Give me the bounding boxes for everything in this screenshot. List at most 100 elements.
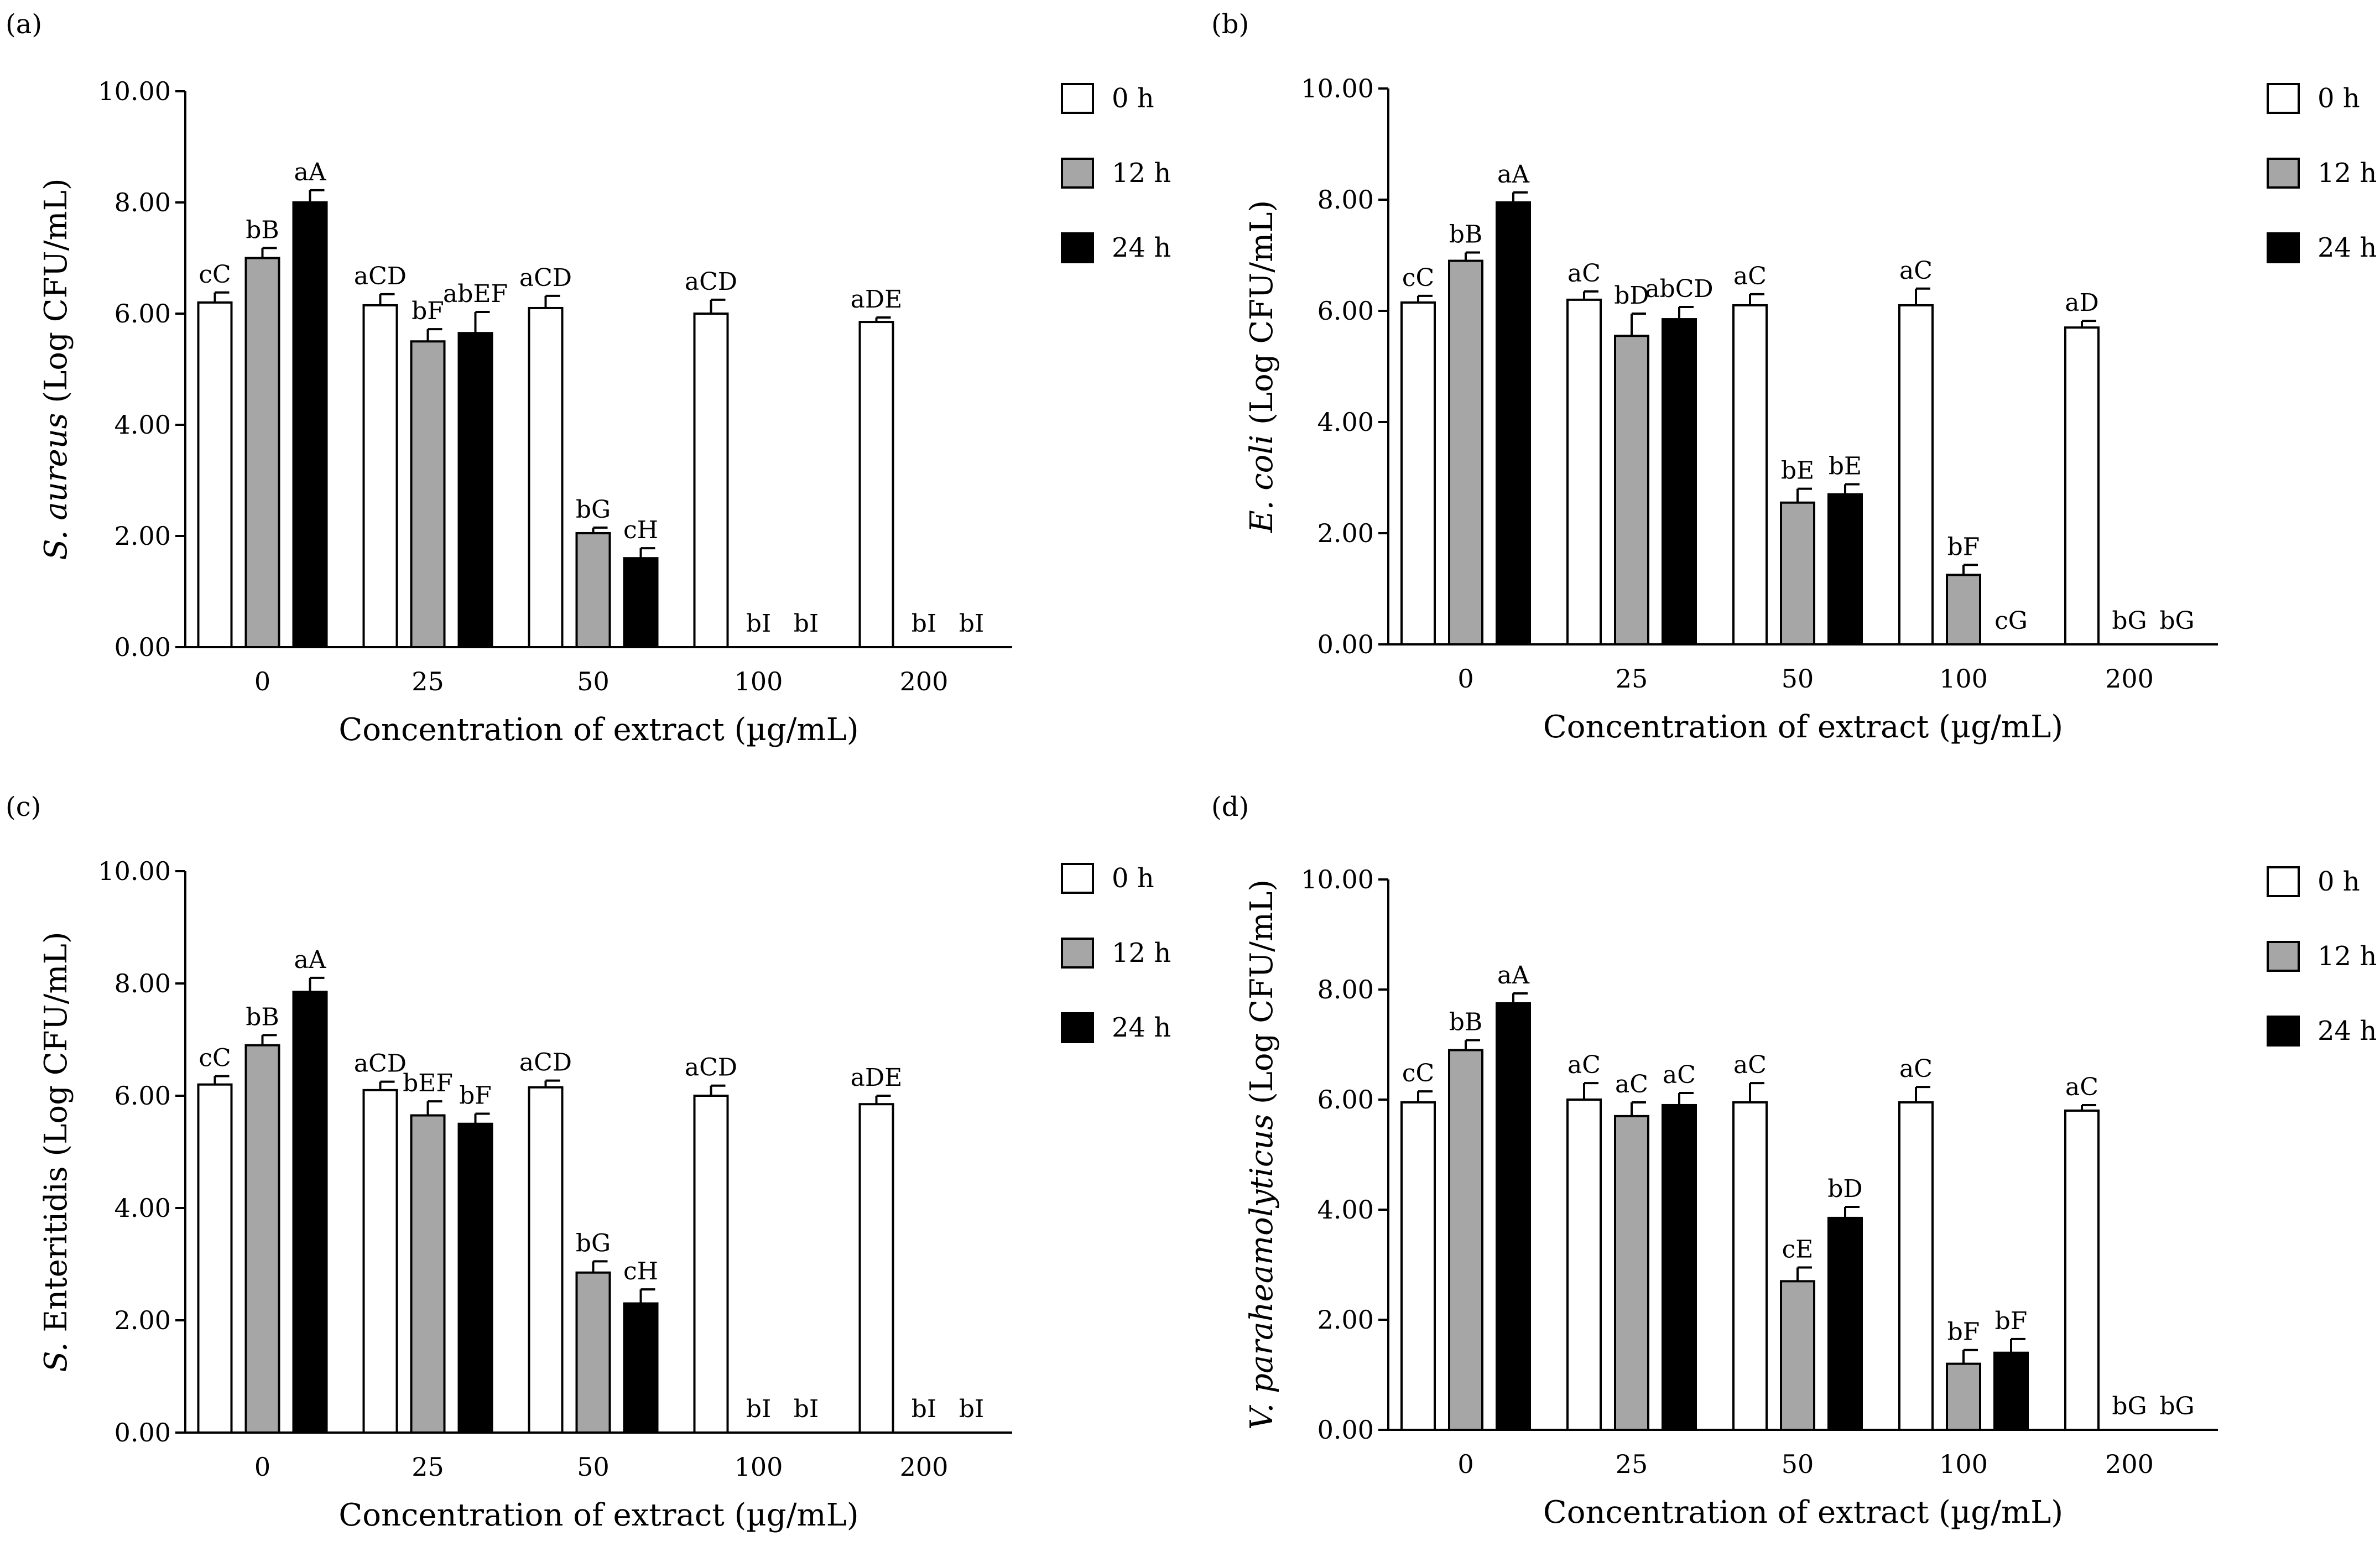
- y-tick-label: 2.00: [114, 1305, 171, 1335]
- bar-24h: [1993, 1351, 2029, 1431]
- significance-label: cC: [1402, 1059, 1434, 1087]
- y-axis-label-unit: (Log CFU/mL): [1244, 200, 1280, 435]
- significance-label: aC: [1899, 257, 1933, 285]
- y-tick-label: 0.00: [1317, 629, 1374, 659]
- significance-label: aCD: [354, 262, 407, 290]
- bar-24h: [1827, 1216, 1863, 1431]
- y-tick-label: 10.00: [1301, 74, 1374, 103]
- legend-label: 24 h: [2317, 232, 2377, 263]
- significance-label: bG: [2159, 607, 2194, 635]
- legend-swatch: [1061, 1012, 1094, 1043]
- significance-label: bI: [794, 1395, 819, 1423]
- significance-label: aC: [2065, 1073, 2098, 1101]
- significance-label: aA: [294, 158, 326, 186]
- y-tick-label: 8.00: [114, 188, 171, 217]
- bar-12h: [244, 257, 280, 648]
- significance-label: cC: [1402, 264, 1434, 292]
- significance-label: bI: [959, 1395, 985, 1423]
- y-tick-label: 2.00: [1317, 518, 1374, 548]
- x-tick-label: 0: [1457, 1449, 1473, 1479]
- significance-label: bF: [412, 297, 444, 325]
- y-axis-label: S. aureus (Log CFU/mL): [38, 178, 74, 560]
- significance-label: aCD: [685, 1054, 737, 1082]
- y-tick-label: 4.00: [114, 1193, 171, 1223]
- x-tick-label: 50: [577, 1452, 610, 1482]
- y-axis-label-organism: S. aureus: [38, 413, 74, 560]
- legend-label: 0 h: [2317, 866, 2360, 897]
- bar-12h: [575, 1271, 611, 1434]
- significance-label: bB: [1449, 220, 1483, 248]
- legend-label: 0 h: [1112, 83, 1154, 114]
- bar-24h: [623, 557, 659, 649]
- bar-0h: [2064, 1109, 2100, 1431]
- legend-label: 12 h: [2317, 941, 2377, 972]
- y-tick-label: 8.00: [1317, 975, 1374, 1004]
- y-tick-label: 2.00: [1317, 1305, 1374, 1335]
- significance-label: abEF: [443, 280, 508, 308]
- legend-label: 0 h: [1112, 863, 1154, 894]
- significance-label: bG: [576, 1229, 611, 1257]
- significance-label: aC: [1733, 262, 1767, 290]
- bar-0h: [693, 1095, 729, 1434]
- bar-0h: [1400, 301, 1436, 645]
- bar-12h: [1946, 1362, 1981, 1431]
- significance-label: bD: [1614, 282, 1649, 310]
- significance-label: cC: [199, 261, 231, 289]
- bar-0h: [197, 301, 233, 648]
- bar-12h: [1780, 1280, 1815, 1431]
- legend-swatch: [1061, 232, 1094, 263]
- significance-label: aCD: [519, 1049, 572, 1077]
- significance-label: bB: [246, 1003, 279, 1031]
- x-tick-label: 0: [254, 667, 270, 696]
- significance-label: bF: [459, 1081, 492, 1110]
- y-tick-label: 0.00: [1317, 1415, 1374, 1445]
- x-tick-label: 100: [735, 667, 783, 696]
- y-axis-label-unit: Enteritidis (Log CFU/mL): [38, 931, 74, 1342]
- bar-0h: [528, 1086, 564, 1434]
- significance-label: aDE: [851, 285, 903, 314]
- significance-label: bEF: [403, 1069, 453, 1097]
- bar-0h: [362, 304, 398, 648]
- y-tick-label: 8.00: [114, 969, 171, 998]
- bar-24h: [1827, 493, 1863, 646]
- x-tick-label: 50: [577, 667, 610, 696]
- y-tick-label: 6.00: [114, 299, 171, 329]
- bar-24h: [457, 332, 493, 648]
- y-tick-label: 10.00: [98, 856, 171, 886]
- significance-label: aCD: [354, 1050, 407, 1078]
- y-axis-label-unit: (Log CFU/mL): [1244, 879, 1280, 1114]
- bar-12h: [1614, 335, 1649, 645]
- y-tick-label: 10.00: [98, 76, 171, 106]
- significance-label: aC: [1663, 1061, 1696, 1089]
- bar-12h: [575, 532, 611, 648]
- legend-swatch: [1061, 938, 1094, 969]
- legend-label: 24 h: [1112, 232, 1171, 263]
- bar-24h: [1496, 1002, 1531, 1431]
- x-axis-label: Concentration of extract (µg/mL): [338, 712, 858, 748]
- significance-label: aDE: [851, 1064, 903, 1092]
- significance-label: aC: [1567, 1051, 1601, 1079]
- x-axis-label: Concentration of extract (µg/mL): [1543, 1495, 2063, 1530]
- significance-label: bE: [1829, 452, 1862, 481]
- x-tick-label: 200: [2105, 664, 2154, 694]
- significance-label: abCD: [1645, 275, 1713, 303]
- x-axis-label: Concentration of extract (µg/mL): [338, 1497, 858, 1533]
- x-tick-label: 200: [900, 667, 949, 696]
- significance-label: aC: [1615, 1070, 1648, 1099]
- significance-label: bI: [746, 610, 772, 638]
- x-tick-label: 200: [900, 1452, 949, 1482]
- legend-swatch: [2267, 941, 2300, 972]
- legend-label: 12 h: [1112, 158, 1171, 189]
- bar-12h: [1780, 501, 1815, 645]
- bar-0h: [197, 1083, 233, 1434]
- significance-label: bG: [2112, 1392, 2147, 1420]
- x-tick-label: 25: [412, 667, 444, 696]
- bar-12h: [410, 340, 446, 648]
- bar-0h: [1898, 1101, 1934, 1431]
- bar-12h: [244, 1044, 280, 1434]
- y-axis-label-organism: V. paraheamolyticus: [1244, 1114, 1280, 1430]
- significance-label: bG: [2159, 1392, 2194, 1420]
- significance-label: aC: [1733, 1051, 1767, 1079]
- significance-label: cH: [623, 1257, 658, 1285]
